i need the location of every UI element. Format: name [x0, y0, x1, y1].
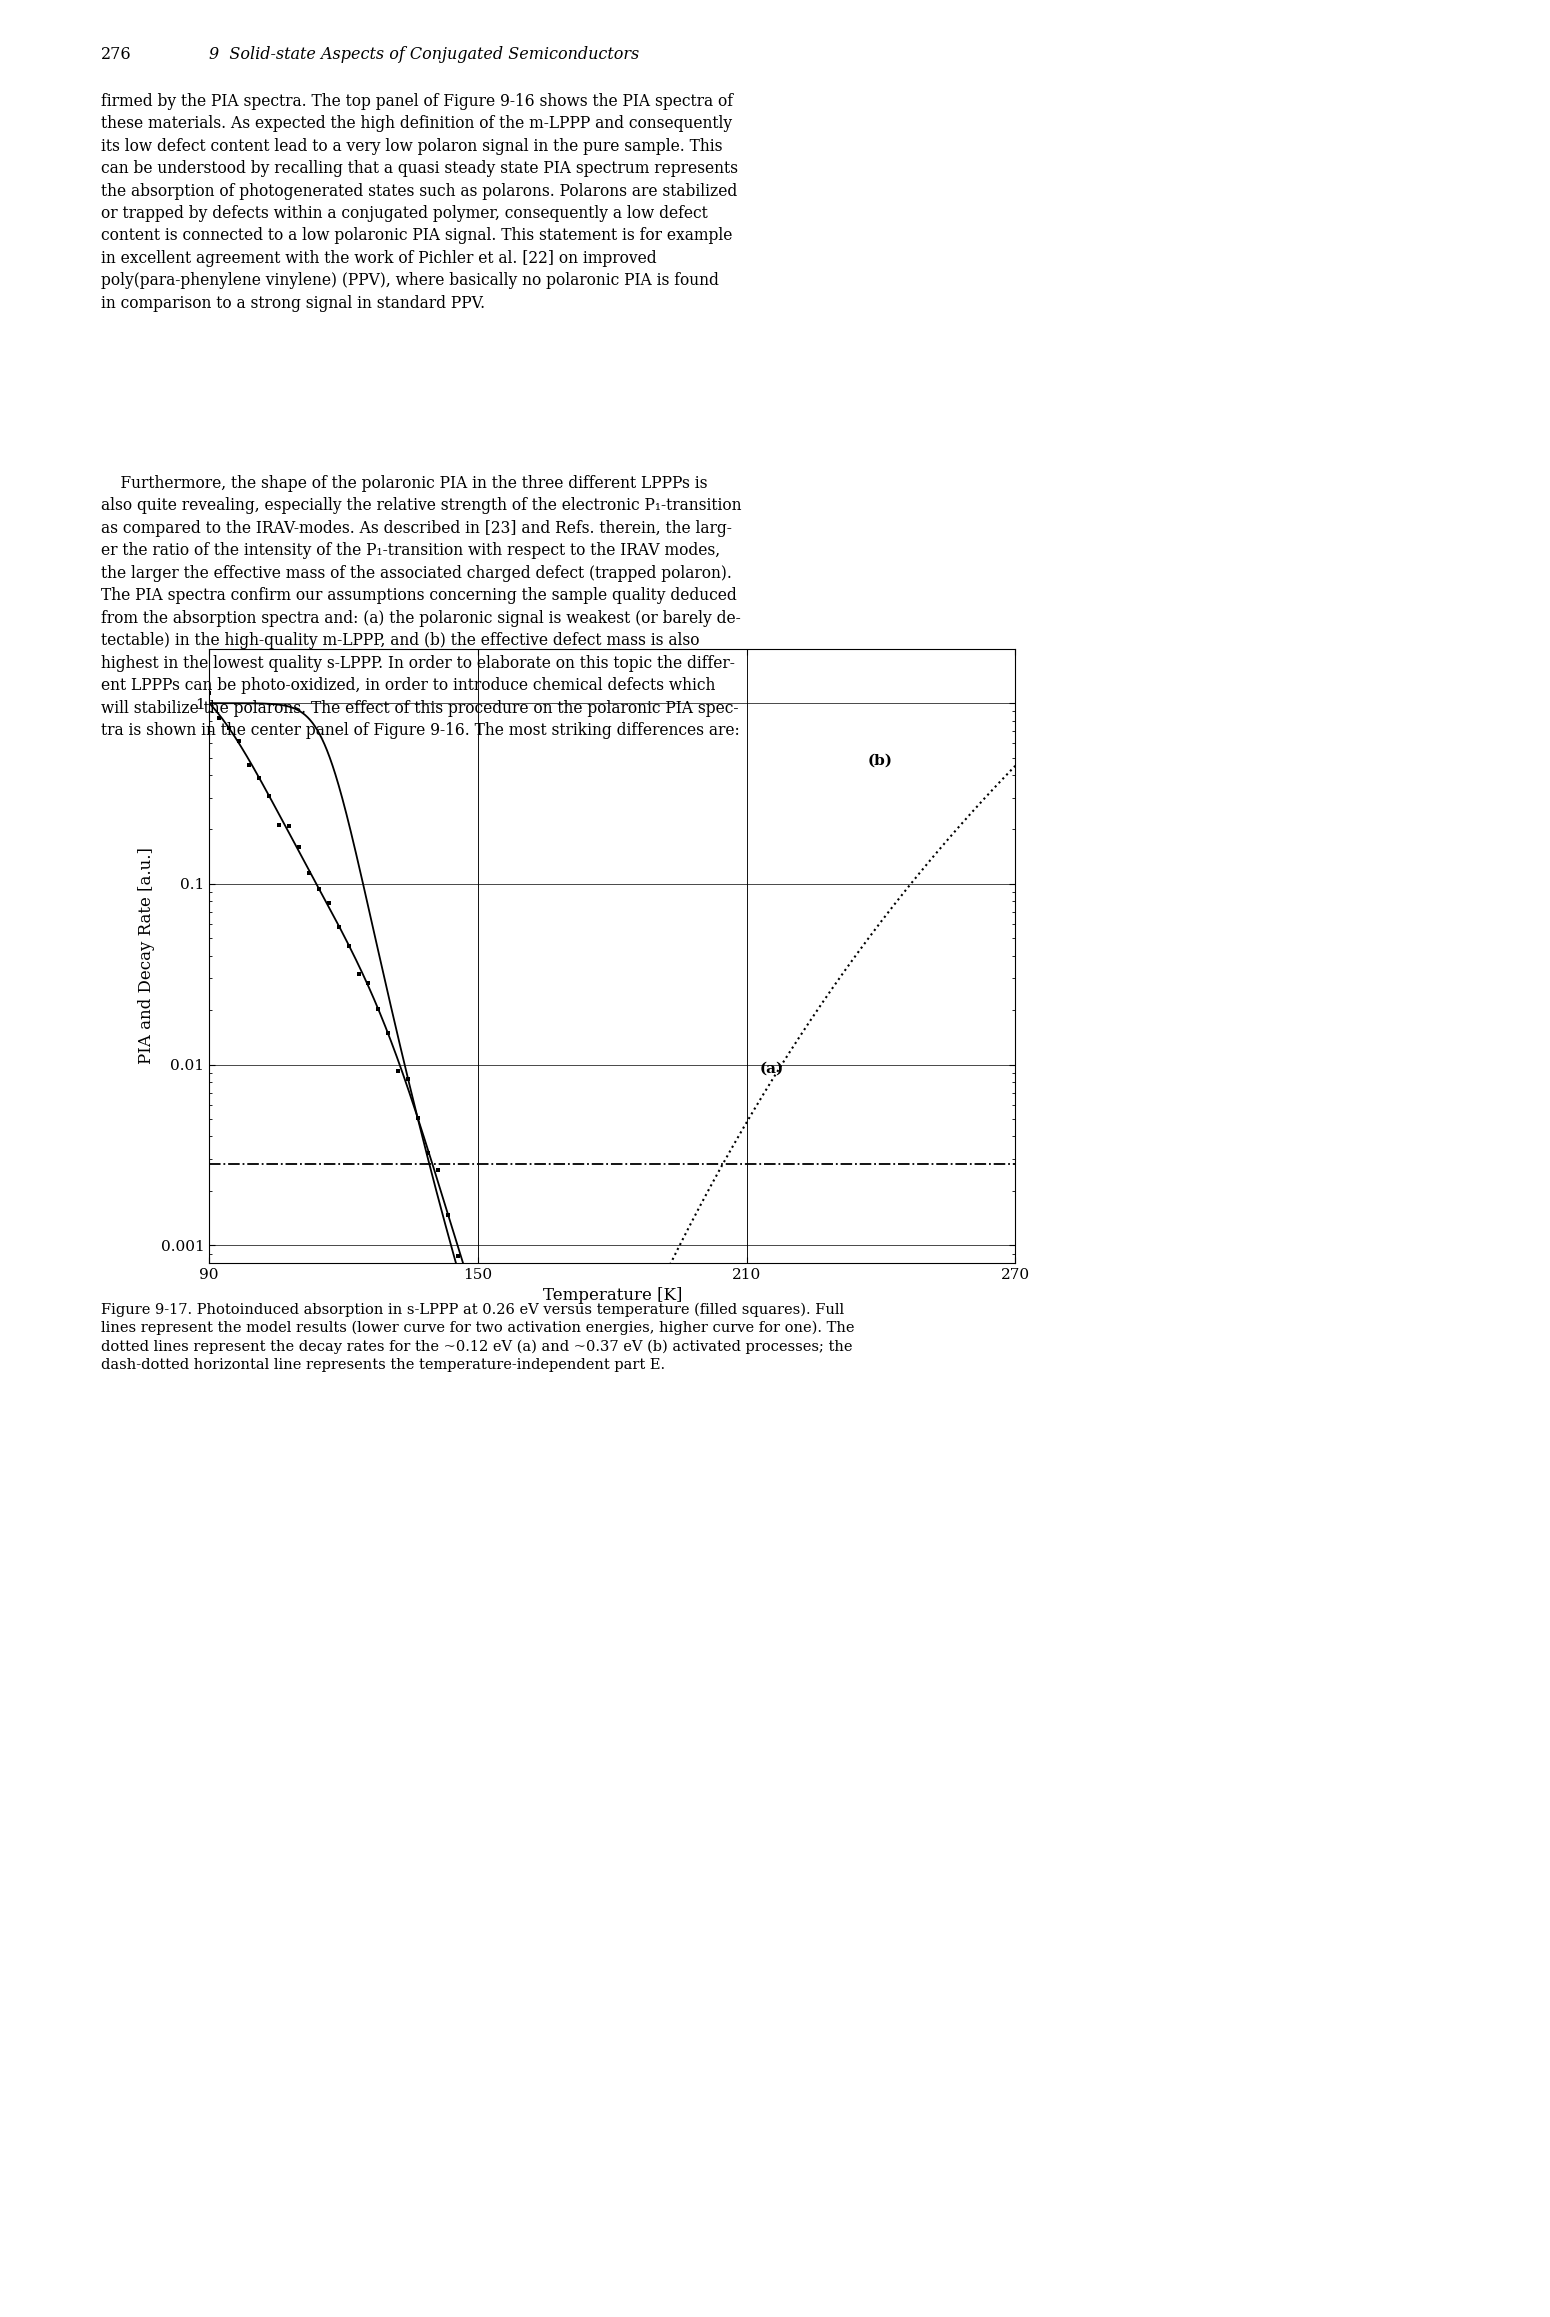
X-axis label: Temperature [K]: Temperature [K]	[542, 1288, 682, 1304]
Text: 276: 276	[101, 46, 132, 63]
Text: firmed by the PIA spectra. The top panel of Figure 9-16 shows the PIA spectra of: firmed by the PIA spectra. The top panel…	[101, 93, 738, 313]
Text: 9  Solid-state Aspects of Conjugated Semiconductors: 9 Solid-state Aspects of Conjugated Semi…	[209, 46, 640, 63]
Text: (b): (b)	[868, 753, 893, 767]
Text: Furthermore, the shape of the polaronic PIA in the three different LPPPs is
also: Furthermore, the shape of the polaronic …	[101, 475, 741, 739]
Y-axis label: PIA and Decay Rate [a.u.]: PIA and Decay Rate [a.u.]	[138, 848, 155, 1064]
Text: (a): (a)	[760, 1061, 784, 1075]
Text: Figure 9-17. Photoinduced absorption in s-LPPP at 0.26 eV versus temperature (fi: Figure 9-17. Photoinduced absorption in …	[101, 1302, 854, 1372]
